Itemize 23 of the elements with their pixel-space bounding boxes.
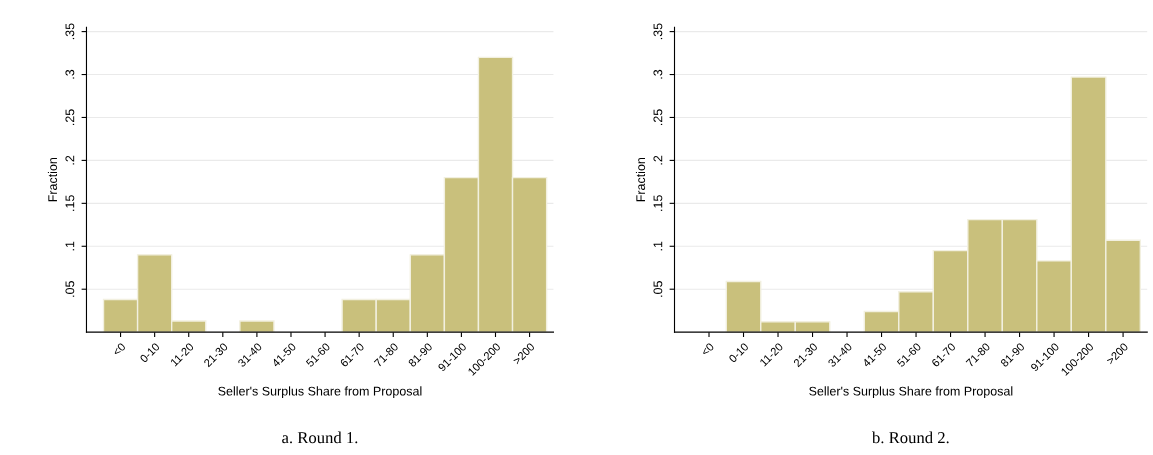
y-tick-label: .25 xyxy=(65,109,75,126)
y-axis-title: Fraction xyxy=(635,157,646,202)
text: a. Round 1. xyxy=(282,431,358,444)
y-tick-label: .25 xyxy=(653,109,663,126)
y-tick-label: .1 xyxy=(653,241,663,251)
x-tick-label: <0 xyxy=(700,342,715,357)
y-tick-label: .1 xyxy=(65,241,75,251)
x-axis-title: Seller's Surplus Share from Proposal xyxy=(218,386,422,399)
x-axis-title: Seller's Surplus Share from Proposal xyxy=(809,386,1013,399)
bar xyxy=(239,320,275,333)
y-tick-label: .35 xyxy=(653,23,663,40)
y-tick-label: .35 xyxy=(65,23,75,40)
y-tick-label: .2 xyxy=(653,155,663,165)
y-tick-label: .05 xyxy=(653,281,663,297)
y-tick-label: .3 xyxy=(65,69,75,79)
y-tick-label: .15 xyxy=(65,195,75,211)
x-tick-label: <0 xyxy=(112,342,127,357)
y-tick-label: .05 xyxy=(65,281,75,297)
y-axis-title: Fraction xyxy=(47,157,58,202)
y-tick-label: .2 xyxy=(65,155,75,165)
y-tick-label: .15 xyxy=(653,195,663,211)
y-tick-label: .3 xyxy=(653,69,663,79)
text: b. Round 2. xyxy=(871,431,949,444)
